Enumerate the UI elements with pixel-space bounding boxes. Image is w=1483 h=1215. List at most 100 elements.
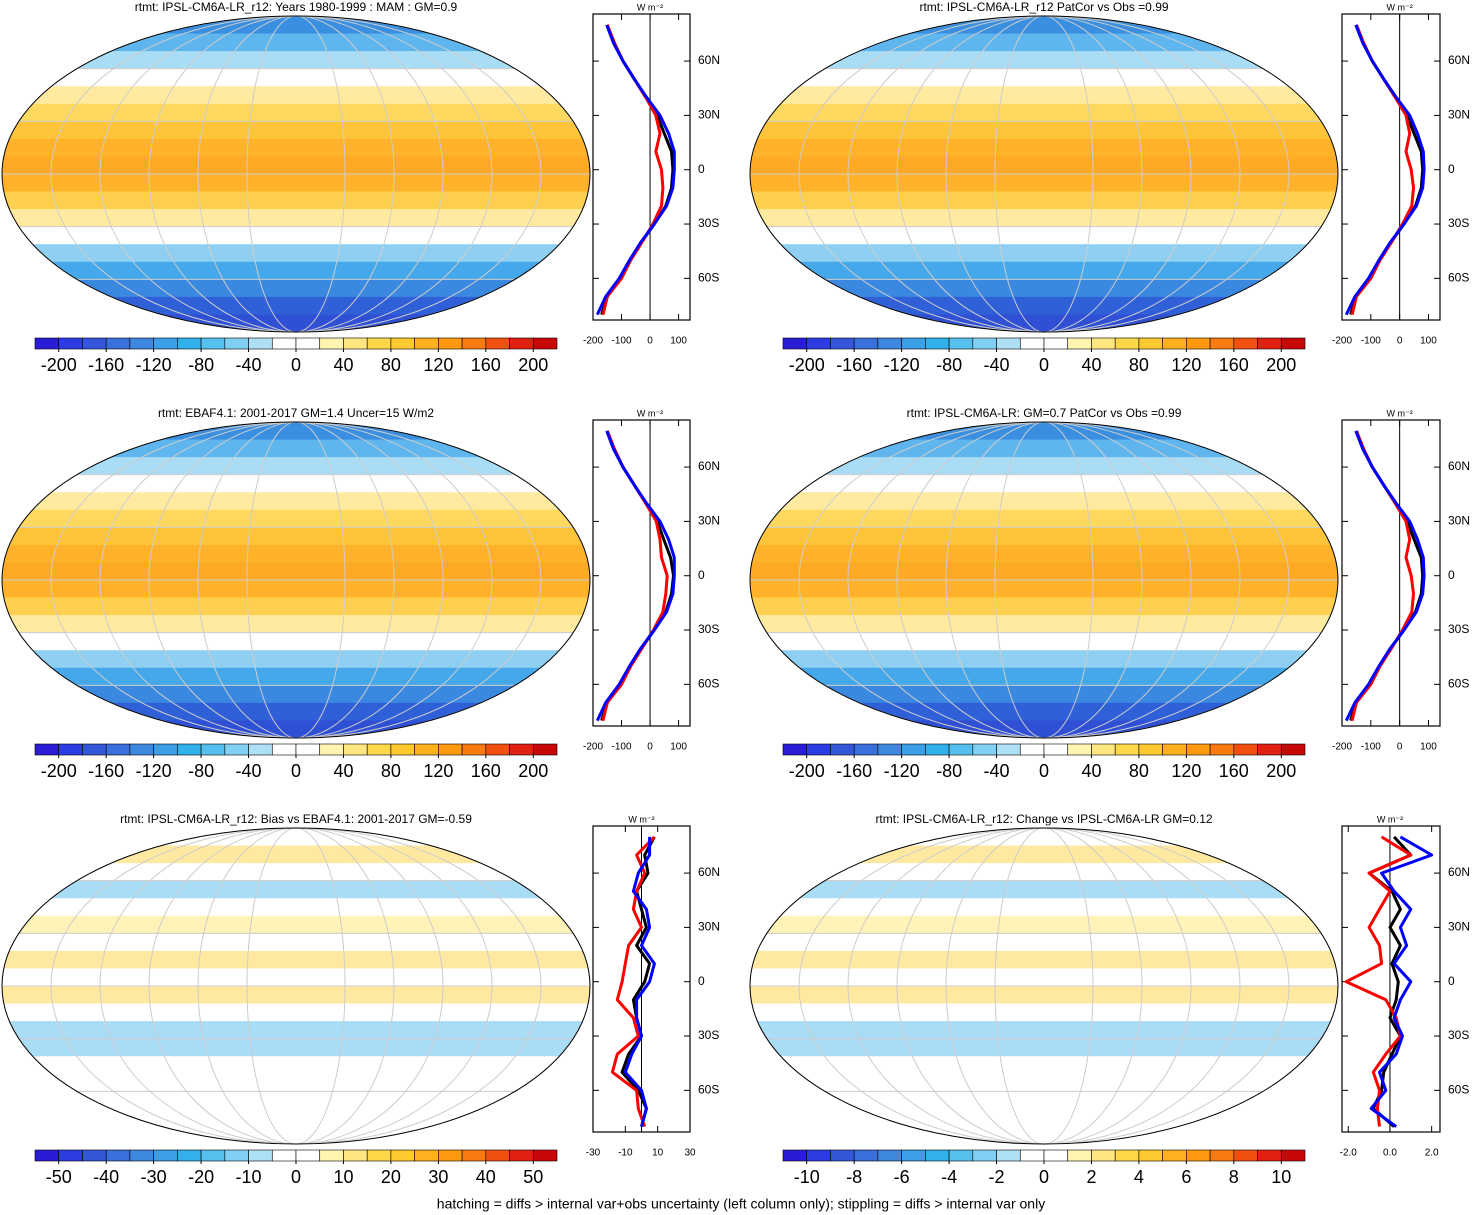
colorbar-cell	[438, 1149, 463, 1162]
map-band	[750, 615, 1338, 634]
x-tick-label: -200	[1332, 336, 1352, 347]
x-tick-label: -2.0	[1340, 1148, 1358, 1159]
colorbar-cell	[996, 1149, 1021, 1162]
y-tick-label: 30S	[698, 1028, 719, 1042]
profile-frame	[592, 13, 691, 321]
colorbar-label: -160	[836, 761, 872, 781]
y-tick-label: 60S	[1448, 677, 1469, 691]
colorbar-cell	[1162, 337, 1187, 350]
profile-frame	[1341, 419, 1441, 727]
panel-title: rtmt: IPSL-CM6A-LR_r12: Bias vs EBAF4.1:…	[120, 812, 472, 826]
meridian	[945, 16, 1143, 332]
map-band	[750, 492, 1338, 511]
colorbar-cell	[877, 337, 902, 350]
colorbar-cell	[414, 743, 439, 756]
meridian	[246, 422, 346, 738]
meridian	[246, 828, 346, 1144]
map-band	[2, 1073, 590, 1093]
x-tick-label: -100	[1361, 742, 1381, 753]
colorbar-cell	[853, 337, 879, 350]
colorbar-cell	[153, 1149, 178, 1162]
colorbar-label: -80	[936, 761, 962, 781]
colorbar-cell	[271, 743, 297, 756]
colorbar-cell	[58, 337, 83, 350]
map-band	[2, 968, 590, 987]
map-band	[750, 650, 1338, 669]
y-tick-label: 60N	[698, 459, 720, 473]
colorbar-cell	[1209, 337, 1235, 350]
colorbar-cell	[153, 743, 178, 756]
colorbar-cell	[1186, 743, 1211, 756]
colorbar-cell	[414, 1149, 439, 1162]
colorbar-label: -40	[984, 355, 1010, 375]
map-band	[2, 226, 590, 246]
x-tick-label: -10	[618, 1148, 633, 1159]
colorbar-cell	[200, 743, 226, 756]
colorbar-cell	[34, 743, 60, 756]
map-band	[2, 191, 590, 211]
map-band	[2, 33, 590, 53]
colorbar-cell	[319, 337, 344, 350]
colorbar-label: 6	[1181, 1167, 1191, 1187]
map	[2, 16, 590, 332]
map-band	[750, 632, 1338, 652]
footnote: hatching = diffs > internal var+obs unce…	[437, 1196, 1045, 1212]
colorbar-cell	[830, 743, 855, 756]
map	[750, 16, 1338, 332]
map-band	[2, 279, 590, 298]
colorbar-label: 160	[1219, 355, 1249, 375]
colorbar-cell	[366, 1149, 392, 1162]
units-label: W m⁻²	[1377, 814, 1403, 824]
map-band	[2, 244, 590, 263]
map-band	[750, 33, 1338, 53]
colorbar-cell	[224, 743, 249, 756]
map	[2, 422, 590, 738]
profile-line	[595, 430, 676, 722]
map	[750, 828, 1338, 1144]
colorbar-cell	[319, 1149, 344, 1162]
x-tick-label: 0	[647, 336, 653, 347]
colorbar-label: -120	[884, 761, 920, 781]
map-band	[750, 509, 1338, 529]
units-label: W m⁻²	[637, 408, 663, 418]
colorbar-cell	[782, 743, 808, 756]
map-border	[1, 15, 591, 333]
colorbar-cell	[105, 337, 131, 350]
colorbar-cell	[248, 1149, 273, 1162]
colorbar-cell	[105, 743, 131, 756]
colorbar-label: 4	[1134, 1167, 1144, 1187]
colorbar-label: 0	[1039, 355, 1049, 375]
meridian	[197, 828, 395, 1144]
x-tick-label: -100	[612, 742, 632, 753]
y-tick-label: 30N	[698, 920, 720, 934]
y-tick-label: 0	[698, 162, 705, 176]
panel-title: rtmt: IPSL-CM6A-LR: GM=0.7 PatCor vs Obs…	[907, 406, 1182, 420]
colorbar-cell	[1138, 1149, 1163, 1162]
colorbar-cell	[532, 337, 558, 350]
colorbar-cell	[1067, 1149, 1092, 1162]
map-band	[750, 1073, 1338, 1093]
y-tick-label: 60S	[698, 1083, 719, 1097]
colorbar-label: -200	[789, 355, 825, 375]
x-tick-label: 30	[684, 1148, 696, 1159]
y-tick-label: 0	[698, 974, 705, 988]
map-band	[750, 121, 1338, 140]
colorbar-label: 120	[1171, 761, 1201, 781]
meridian	[197, 16, 395, 332]
map-band	[2, 667, 590, 687]
colorbar-cell	[82, 1149, 107, 1162]
profile-line	[601, 24, 665, 315]
map-band	[2, 51, 590, 70]
map-band	[750, 685, 1338, 704]
colorbar-cell	[485, 743, 510, 756]
colorbar-cell	[948, 1149, 974, 1162]
colorbar-cell	[1019, 1149, 1045, 1162]
colorbar-cell	[177, 743, 202, 756]
y-tick-label: 60S	[1448, 271, 1469, 285]
colorbar-label: 40	[1081, 761, 1101, 781]
y-tick-label: 30S	[1448, 216, 1469, 230]
meridian	[847, 16, 1241, 332]
colorbar-cell	[34, 337, 60, 350]
map-band	[750, 968, 1338, 987]
map-band	[750, 950, 1338, 970]
